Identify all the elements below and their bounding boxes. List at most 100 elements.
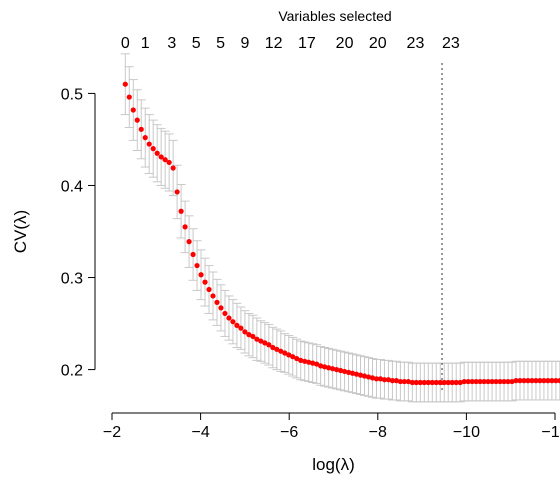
data-point (437, 379, 443, 386)
data-point (341, 368, 348, 375)
top-tick-label: 20 (336, 35, 354, 52)
data-point (278, 348, 284, 354)
data-point (481, 378, 487, 385)
data-point (198, 272, 204, 278)
data-point (286, 352, 292, 358)
top-tick-label: 0 (121, 35, 130, 52)
data-point (549, 378, 555, 384)
data-point (138, 126, 144, 132)
top-tick-label: 3 (167, 35, 176, 52)
top-tick-label: 1 (141, 35, 150, 52)
data-point (537, 378, 543, 384)
top-tick-label: 9 (240, 35, 249, 52)
data-point (425, 379, 431, 386)
data-point (134, 117, 140, 123)
data-point (441, 379, 447, 386)
data-point (258, 338, 264, 344)
data-point (158, 154, 164, 160)
data-point (242, 329, 248, 335)
x-tick-label: −12 (541, 424, 560, 441)
point-layer (122, 81, 560, 386)
data-point (142, 135, 148, 141)
data-point (473, 378, 479, 385)
y-axis: 0.2 0.3 0.4 0.5 (61, 86, 96, 380)
data-point (385, 377, 392, 383)
data-point (541, 378, 547, 384)
data-point (122, 81, 128, 87)
data-point (238, 325, 244, 331)
top-axis: 0 1 3 5 5 9 12 17 20 20 23 23 (121, 35, 460, 52)
data-point (182, 224, 188, 230)
x-tick-label: −2 (103, 424, 121, 441)
y-tick-label: 0.2 (61, 363, 83, 380)
data-point (409, 379, 415, 386)
data-point (218, 305, 224, 311)
data-point (401, 378, 407, 385)
data-point (234, 322, 240, 328)
data-point (489, 378, 495, 385)
data-point (326, 365, 332, 371)
data-point (485, 378, 491, 385)
data-point (357, 372, 364, 378)
data-point (417, 379, 423, 386)
data-point (501, 378, 507, 385)
data-point (461, 378, 467, 385)
data-point (314, 361, 320, 367)
data-point (349, 370, 356, 376)
data-point (262, 340, 268, 346)
data-point (222, 310, 228, 317)
top-tick-label: 12 (265, 35, 283, 52)
data-point (250, 333, 256, 340)
data-point (529, 378, 535, 384)
top-tick-label: 5 (216, 35, 225, 52)
data-point (166, 159, 172, 166)
data-point (477, 378, 483, 385)
data-point (389, 378, 396, 384)
data-point (361, 373, 368, 379)
data-point (553, 378, 559, 384)
y-tick-label: 0.3 (61, 271, 83, 288)
data-point (210, 293, 216, 299)
data-point (146, 141, 152, 147)
top-axis-title: Variables selected (278, 8, 391, 24)
data-point (509, 378, 515, 385)
data-point (493, 378, 499, 385)
data-point (525, 378, 531, 384)
data-point (469, 378, 475, 385)
data-point (429, 379, 435, 386)
data-point (226, 315, 232, 321)
data-point (190, 251, 196, 258)
data-point (186, 239, 192, 245)
data-point (294, 355, 300, 362)
data-point (533, 378, 539, 384)
data-point (465, 378, 471, 385)
data-point (174, 189, 180, 195)
data-point (306, 359, 312, 365)
data-point (162, 157, 168, 163)
data-point (421, 379, 427, 386)
data-point (449, 379, 455, 386)
data-point (334, 366, 340, 373)
top-tick-label: 5 (192, 35, 201, 52)
data-point (373, 376, 380, 382)
data-point (170, 165, 176, 171)
data-point (369, 375, 376, 381)
data-point (202, 279, 208, 285)
data-point (302, 358, 308, 364)
x-axis: −2 −4 −6 −8 −10 −12 (103, 412, 560, 441)
data-point (517, 378, 523, 384)
x-tick-label: −4 (191, 424, 209, 441)
data-point (381, 377, 388, 383)
data-point (322, 364, 328, 370)
data-point (230, 319, 236, 325)
top-tick-label: 23 (407, 35, 425, 52)
data-point (126, 94, 132, 100)
data-point (318, 363, 324, 369)
data-point (365, 374, 372, 380)
y-tick-label: 0.4 (61, 178, 83, 195)
data-point (310, 360, 316, 366)
data-point (154, 150, 160, 156)
data-point (345, 369, 352, 375)
data-point (557, 378, 560, 384)
